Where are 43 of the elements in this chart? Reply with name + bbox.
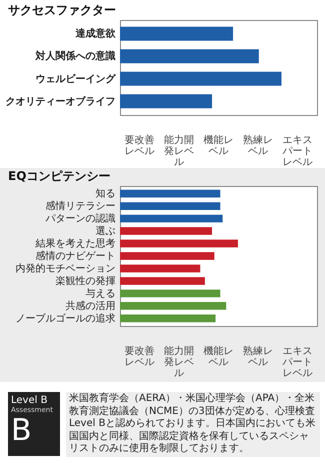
bar — [120, 314, 216, 322]
text: 機能レベル — [202, 346, 235, 370]
text: 能力開発レベル — [163, 135, 196, 168]
bar — [120, 49, 259, 64]
y-tick-label: 結果を考えた思考 — [34, 238, 116, 250]
y-tick-label: 与える — [86, 287, 116, 300]
text: 熟練レベル — [242, 346, 274, 370]
bar — [120, 252, 214, 260]
y-tick-label: 対人関係への意識 — [34, 50, 116, 62]
y-tick-label: 楽観性の発揮 — [56, 274, 116, 287]
y-tick-label: 内発的モチベーション — [16, 262, 116, 274]
bar — [120, 26, 234, 41]
y-tick-label: 知る — [96, 188, 116, 200]
text: エキスパートレベル — [281, 346, 314, 379]
y-tick-label: 達成意欲 — [74, 28, 116, 40]
y-tick-label: ノーブルゴールの追求 — [16, 312, 116, 324]
bar — [120, 277, 205, 285]
bar — [120, 94, 212, 108]
y-tick-label: 選ぶ — [96, 225, 116, 238]
bar — [120, 302, 226, 310]
chart-title: EQコンピテンシー — [8, 168, 112, 184]
text: 要改善レベル — [124, 346, 156, 370]
text: 米国教育学会（AERA）・米国心理学会（APA）・全米教育測定協議会（NCME）の3団体が定める、心理検査Level Bと認められております。日本国内においても米国国内と同様、国際認定資格を保有しているスペシャリストのみに使用を制限しております。 — [66, 392, 320, 456]
bar — [120, 240, 238, 248]
bar — [120, 290, 220, 298]
chart-title: サクセスファクター — [8, 2, 117, 18]
bar — [120, 190, 220, 198]
y-tick-label: 共感の活用 — [66, 300, 116, 312]
bar — [120, 227, 212, 235]
y-tick-label: ウェルビーイング — [36, 72, 116, 85]
bar — [120, 202, 220, 210]
bar — [120, 214, 223, 222]
y-tick-label: 感情リテラシー — [46, 200, 116, 212]
text: 能力開発レベル — [163, 346, 196, 379]
bar — [120, 264, 200, 272]
text: 熟練レベル — [242, 135, 274, 159]
y-tick-label: パターンの認識 — [44, 212, 116, 225]
text: 機能レベル — [202, 135, 235, 159]
bar — [120, 72, 282, 86]
text: 要改善レベル — [124, 135, 156, 159]
text: エキスパートレベル — [281, 135, 314, 168]
y-tick-label: クオリティーオブライフ — [6, 95, 116, 108]
y-tick-label: 感情のナビゲート — [36, 250, 116, 262]
